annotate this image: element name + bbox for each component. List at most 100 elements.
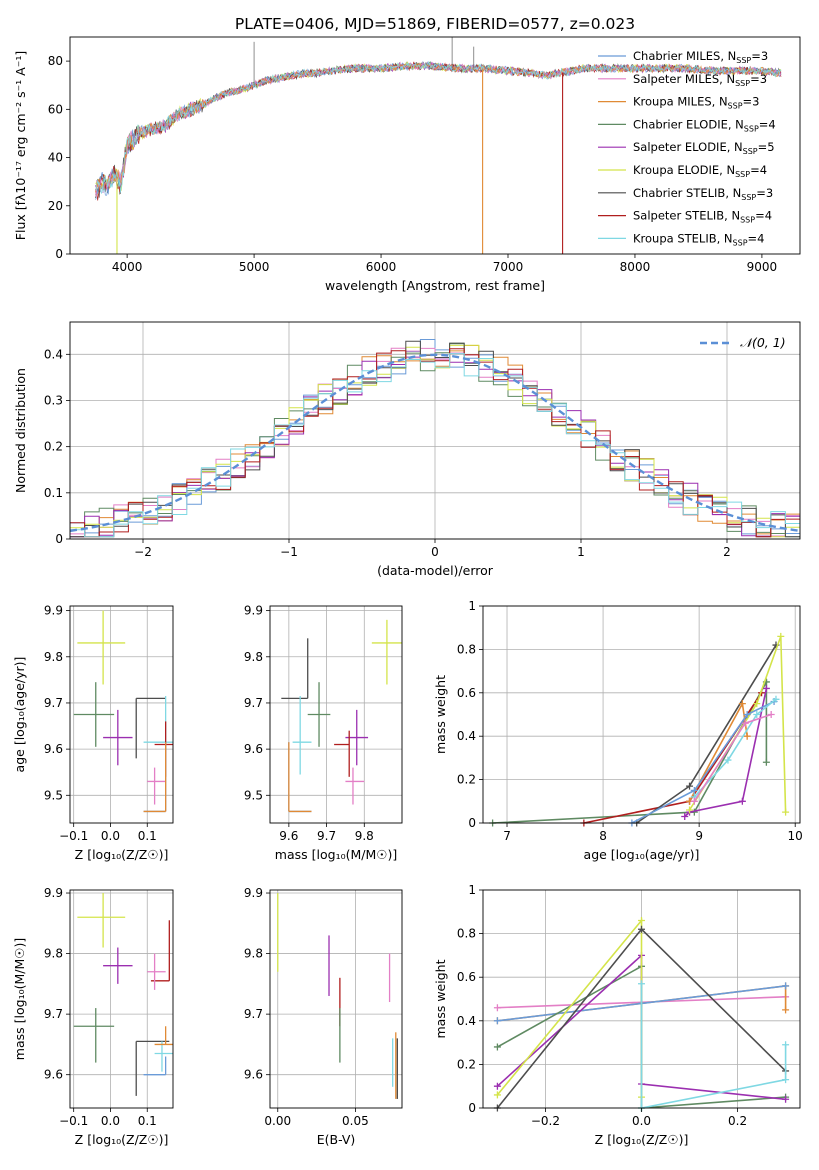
grid <box>70 890 173 1108</box>
data-point <box>73 682 115 747</box>
y-tick-label: 9.8 <box>44 650 63 664</box>
data-point <box>143 742 167 813</box>
legend-label: Salpeter ELODIE, NSSP=5 <box>633 140 775 156</box>
y-tick-label: 0.2 <box>457 773 476 787</box>
data-point <box>77 610 126 685</box>
legend-label-base: Kroupa ELODIE, N <box>633 163 735 177</box>
y-tick-label: 0.8 <box>457 927 476 941</box>
series-line <box>693 698 777 798</box>
axes-frame <box>269 889 403 1109</box>
y-tick-label: 1 <box>468 599 476 613</box>
series-marker <box>753 711 761 718</box>
y-tick-label: 0.2 <box>457 1057 476 1071</box>
plot-area <box>70 339 800 539</box>
data-point <box>143 1056 167 1076</box>
axes-frame <box>69 605 174 824</box>
x-tick-label: 0.2 <box>728 1114 747 1128</box>
x-axis-label: mass [log₁₀(M/M☉)] <box>275 847 397 862</box>
series <box>690 711 775 805</box>
series-marker <box>638 917 645 925</box>
series-marker <box>772 695 780 703</box>
y-tick-label: 0 <box>468 1101 476 1115</box>
legend-label: Salpeter STELIB, NSSP=4 <box>633 209 772 225</box>
x-tick-label: −0.1 <box>59 829 88 843</box>
series-marker <box>690 797 698 805</box>
y-tick-label: 0 <box>468 816 476 830</box>
legend-label-sub: SSP <box>735 79 750 88</box>
x-tick-label: 0.0 <box>632 1114 651 1128</box>
legend-label-tail: =4 <box>750 163 767 177</box>
y-axis-label: Flux [fλ10⁻¹⁷ erg cm⁻² s⁻¹ A⁻¹] <box>13 51 28 240</box>
x-tick-label: 9 <box>695 829 703 843</box>
series-marker <box>782 1006 790 1014</box>
y-tick-label: 0.3 <box>44 393 63 407</box>
series-marker <box>493 1017 501 1025</box>
x-tick-label: 5000 <box>239 260 270 274</box>
axes-frame <box>269 605 403 824</box>
x-tick-label: −2 <box>134 545 152 559</box>
y-tick-label: 0 <box>55 532 63 546</box>
y-tick-label: 0.6 <box>457 970 476 984</box>
legend-label: 𝒩(0, 1) <box>740 335 786 350</box>
legend-label: Salpeter MILES, NSSP=3 <box>633 72 767 88</box>
series-marker <box>638 980 645 988</box>
plot-area <box>95 37 782 254</box>
data-point <box>371 619 402 685</box>
data-point <box>154 1041 173 1072</box>
x-axis-label: Z [log₁₀(Z/Z☉)] <box>75 847 169 862</box>
y-tick-label: 9.7 <box>244 696 263 710</box>
series-marker <box>753 700 761 708</box>
legend-label-sub: SSP <box>735 170 750 179</box>
spectrum-line <box>95 60 782 194</box>
y-tick-label: 9.8 <box>44 947 63 961</box>
x-tick-label: 8000 <box>620 260 651 274</box>
x-tick-label: 8 <box>599 829 607 843</box>
y-tick-label: 9.9 <box>44 604 63 618</box>
legend-label-tail: =4 <box>748 231 765 245</box>
series-marker <box>782 982 790 990</box>
legend-label-sub: SSP <box>728 102 743 111</box>
spectrum-lines <box>95 37 782 254</box>
y-tick-label: 9.6 <box>244 1068 263 1082</box>
axes-frame <box>482 605 801 824</box>
x-tick-label: 7000 <box>493 260 524 274</box>
data-point <box>288 742 312 813</box>
data-point <box>281 638 309 699</box>
panel-mass-vs-z: −0.1 0.0 0.1 9.6 9.7 9.8 9.9 Z [log₁₀(Z/Z☉)] mas… <box>12 886 174 1147</box>
series <box>638 980 790 1112</box>
series-marker <box>493 1091 501 1099</box>
legend-label-base: Chabrier ELODIE, N <box>633 117 744 131</box>
spectrum-line <box>95 61 782 197</box>
x-tick-label: 2 <box>723 545 731 559</box>
data-point <box>307 682 331 747</box>
series-marker <box>762 684 770 692</box>
x-tick-label: 9.6 <box>279 829 298 843</box>
data-point <box>292 696 312 775</box>
legend-label-base: Chabrier STELIB, N <box>633 186 741 200</box>
series-line <box>640 983 787 1109</box>
y-tick-label: 9.8 <box>244 650 263 664</box>
series-marker <box>493 1043 501 1051</box>
data-point <box>135 1040 170 1096</box>
figure-title: PLATE=0406, MJD=51869, FIBERID=0577, z=0… <box>235 15 635 33</box>
series-line <box>631 700 775 824</box>
panel-residuals: −2 −1 0 1 2 0 0.1 0.2 0.3 0.4 (data-model)/error No… <box>13 321 801 578</box>
panel-age-vs-mass: 9.6 9.7 9.8 9.5 9.6 9.7 9.8 9.9 mass [log₁₀(M/M☉… <box>244 604 403 862</box>
legend-label: Kroupa STELIB, NSSP=4 <box>633 231 764 247</box>
legend-label-tail: =3 <box>751 49 768 63</box>
y-tick-label: 20 <box>48 199 63 213</box>
legend-label: Chabrier ELODIE, NSSP=4 <box>633 117 776 133</box>
legend-label-tail: =3 <box>750 72 767 86</box>
x-tick-label: 1 <box>577 545 585 559</box>
axes-frame <box>69 36 801 255</box>
y-tick-label: 9.6 <box>244 742 263 756</box>
series-marker <box>738 700 746 708</box>
y-axis-label: mass weight <box>433 675 448 754</box>
plot-area <box>489 632 790 827</box>
y-tick-label: 0.4 <box>457 1014 476 1028</box>
plot-area <box>281 619 402 813</box>
y-tick-label: 9.9 <box>244 886 263 900</box>
x-tick-label: 10 <box>788 829 803 843</box>
